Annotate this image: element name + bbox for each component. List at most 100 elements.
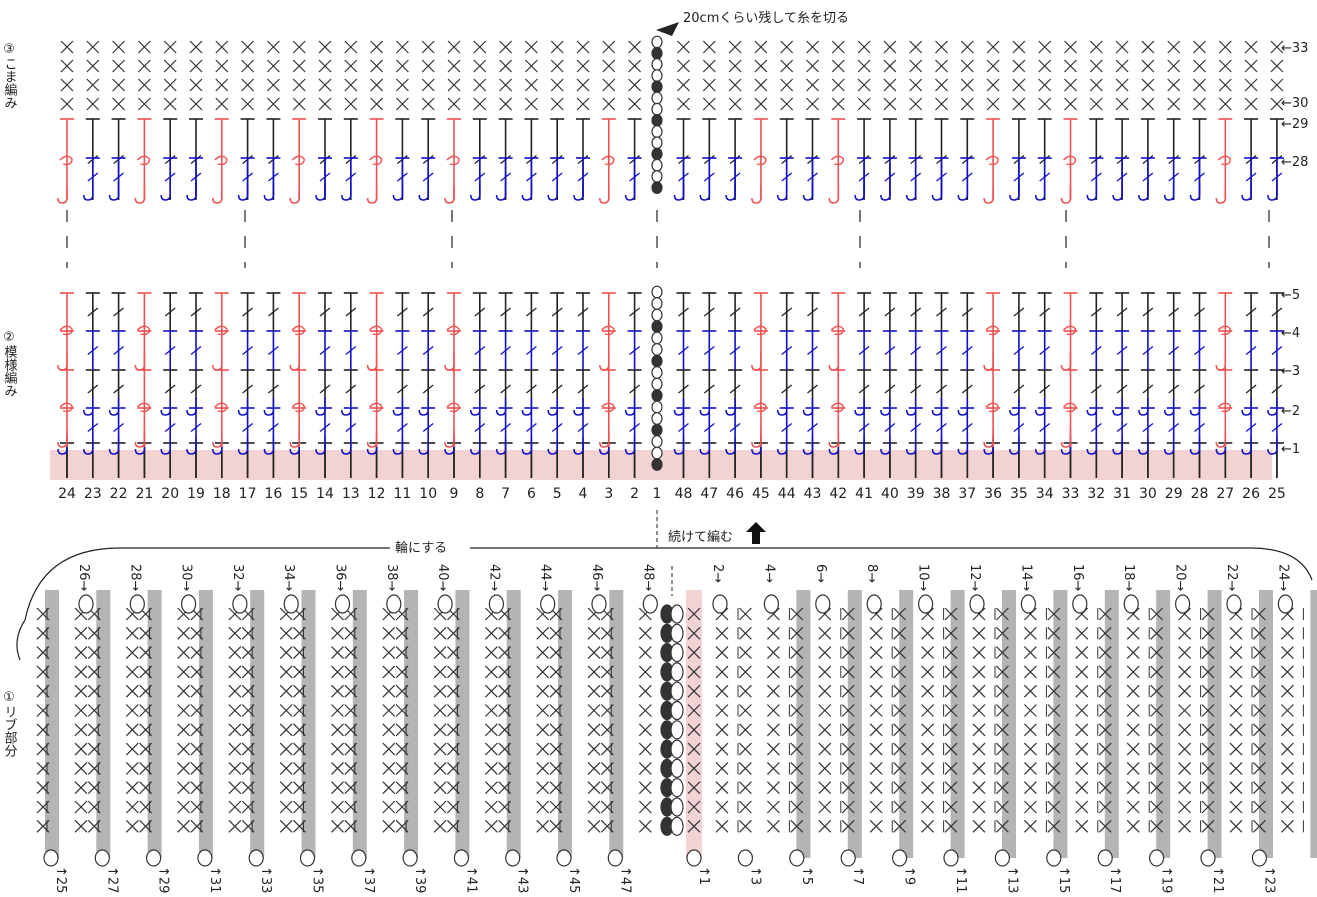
stitch-number: 14	[316, 486, 334, 502]
chain-stitch	[670, 623, 684, 643]
sc-stitch-rib	[715, 626, 729, 640]
post-loop	[753, 155, 767, 166]
sc-stitch-rib	[687, 761, 701, 775]
sc-stitch-rib	[1280, 684, 1294, 698]
sc-stitch-rib	[125, 626, 139, 640]
post-hook	[315, 437, 326, 455]
sc-stitch-rib	[1201, 626, 1215, 640]
sc-stitch-rib	[1075, 665, 1089, 679]
post-hook	[134, 430, 146, 448]
post-hook	[186, 183, 197, 201]
sc-stitch-rib	[279, 819, 293, 833]
sc-stitch-rib	[1229, 704, 1243, 717]
post-hook	[1034, 183, 1046, 201]
sc-stitch-rib	[944, 742, 958, 756]
post-loop	[753, 402, 767, 413]
post-hook	[751, 437, 762, 455]
chain-stitch	[651, 354, 663, 368]
rib-column	[301, 590, 316, 858]
post-hook	[212, 353, 223, 371]
chain-stitch-rib-top	[712, 594, 728, 614]
sc-stitch	[60, 40, 74, 54]
sc-stitch	[163, 78, 177, 92]
sc-stitch	[883, 78, 897, 92]
sc-stitch-rib	[638, 723, 652, 737]
row-label-5: ←5	[1281, 288, 1300, 303]
post-hook	[776, 437, 788, 455]
rib-bottom-number: ↑31	[207, 866, 222, 893]
sc-stitch-rib	[841, 800, 855, 814]
sc-stitch	[754, 97, 768, 111]
sc-stitch-rib	[228, 684, 242, 698]
rib-bottom-number: ↑39	[412, 866, 427, 893]
sc-stitch-rib	[841, 819, 855, 833]
rib-bottom-number: ↑29	[156, 866, 171, 893]
sc-stitch-rib	[790, 723, 804, 737]
chain-stitch	[651, 285, 663, 299]
sc-stitch	[1115, 78, 1129, 92]
sc-stitch-rib	[125, 819, 139, 833]
rib-top-number: 12→	[967, 564, 982, 592]
stitch-number: 17	[239, 486, 257, 502]
sc-stitch	[215, 59, 229, 73]
post-loop	[369, 402, 383, 413]
chain-stitch-rib-bottom	[943, 849, 959, 867]
sc-stitch-rib	[841, 626, 855, 640]
dc-stitch	[524, 292, 539, 331]
sc-stitch-rib	[1023, 742, 1037, 756]
sc-stitch	[602, 40, 616, 54]
sc-stitch-rib	[921, 761, 935, 775]
chain-stitch-rib-bottom	[351, 849, 367, 867]
post-hook	[237, 398, 249, 416]
post-hook	[392, 437, 404, 455]
rib-column	[796, 590, 811, 858]
sc-stitch	[473, 59, 487, 73]
sc-stitch	[189, 40, 203, 54]
dc-stitch	[498, 292, 513, 331]
sc-stitch-rib	[382, 665, 396, 679]
dc-stitch	[676, 292, 691, 331]
chain-stitch-rib-top	[283, 594, 299, 614]
sc-stitch	[189, 59, 203, 73]
stitch-number: 5	[553, 486, 562, 502]
sc-stitch-rib	[1201, 781, 1215, 795]
rib-top-number: 20→	[1173, 564, 1188, 592]
sc-stitch-rib	[125, 742, 139, 756]
sc-stitch-rib	[279, 684, 293, 698]
dc-stitch	[1244, 407, 1259, 447]
sc-stitch-rib	[790, 800, 804, 814]
sc-stitch-rib	[1229, 684, 1243, 698]
sc-stitch-rib	[638, 742, 652, 756]
post-hook	[418, 183, 429, 201]
chain-stitch-rib-bottom	[1251, 849, 1268, 867]
dc-stitch	[1037, 292, 1052, 331]
sc-stitch-rib	[1047, 800, 1061, 814]
rib-column	[950, 590, 965, 858]
sc-stitch-rib	[1023, 723, 1037, 737]
sc-stitch-rib	[484, 800, 498, 814]
sc-stitch	[447, 97, 461, 111]
rib-bottom-number: ↑35	[310, 866, 325, 893]
chain-stitch	[651, 91, 663, 105]
sc-stitch-rib	[893, 819, 907, 833]
sc-stitch-rib	[972, 800, 986, 814]
sc-stitch-rib	[1075, 646, 1089, 660]
sc-stitch	[60, 97, 74, 111]
sc-stitch-rib	[869, 626, 883, 640]
sc-stitch-rib	[738, 800, 752, 814]
chain-stitch-rib-top	[78, 594, 94, 614]
post-loop	[1217, 325, 1232, 336]
sc-stitch-rib	[1150, 781, 1164, 795]
post-hook	[83, 183, 94, 201]
sc-stitch	[1244, 78, 1258, 92]
dc-stitch	[1115, 330, 1130, 370]
sc-stitch-rib	[587, 704, 601, 717]
chain-stitch-rib-bottom	[737, 849, 754, 867]
sc-stitch-rib	[74, 761, 88, 775]
chain-stitch	[651, 331, 663, 345]
sc-stitch-rib	[536, 723, 550, 737]
stitch-number: 4	[579, 486, 588, 502]
chain-stitch-rib-top	[969, 594, 985, 614]
rib-column	[1207, 590, 1222, 858]
chain-stitch	[651, 125, 663, 139]
